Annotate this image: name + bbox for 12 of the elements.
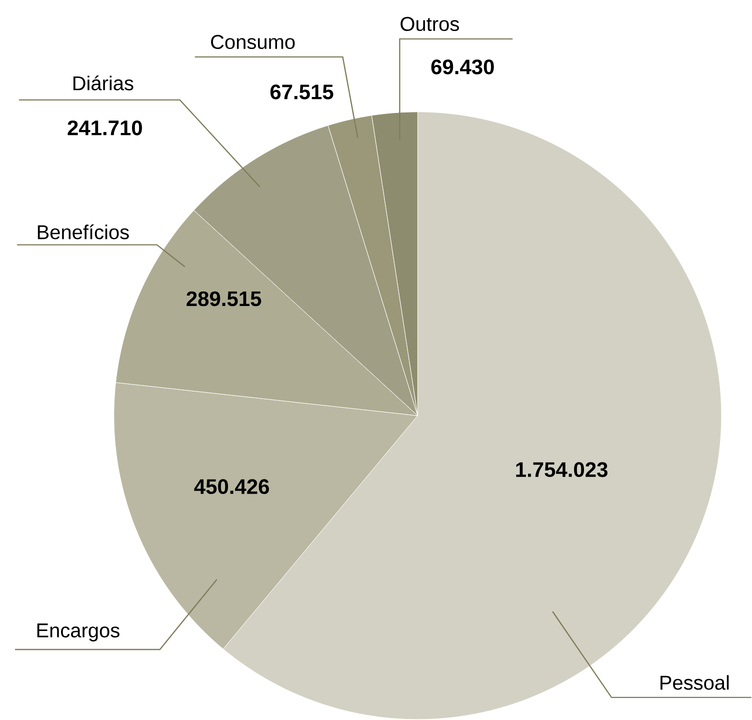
data-label: 1.754.023 bbox=[516, 462, 608, 478]
data-label: 450.426 bbox=[194, 479, 269, 494]
slice-label: Consumo bbox=[211, 35, 295, 50]
data-label: 67.515 bbox=[270, 84, 334, 100]
slice-label: Outros bbox=[400, 17, 459, 32]
data-label: 69.430 bbox=[431, 60, 494, 75]
slice-label: Diárias bbox=[73, 76, 134, 91]
slice-label: Encargos bbox=[37, 624, 120, 642]
data-label: 241.710 bbox=[68, 120, 142, 136]
slice-label: Benefícios bbox=[38, 224, 129, 240]
data-label: 289.515 bbox=[186, 291, 262, 306]
slice-label: Pessoal bbox=[660, 675, 729, 690]
